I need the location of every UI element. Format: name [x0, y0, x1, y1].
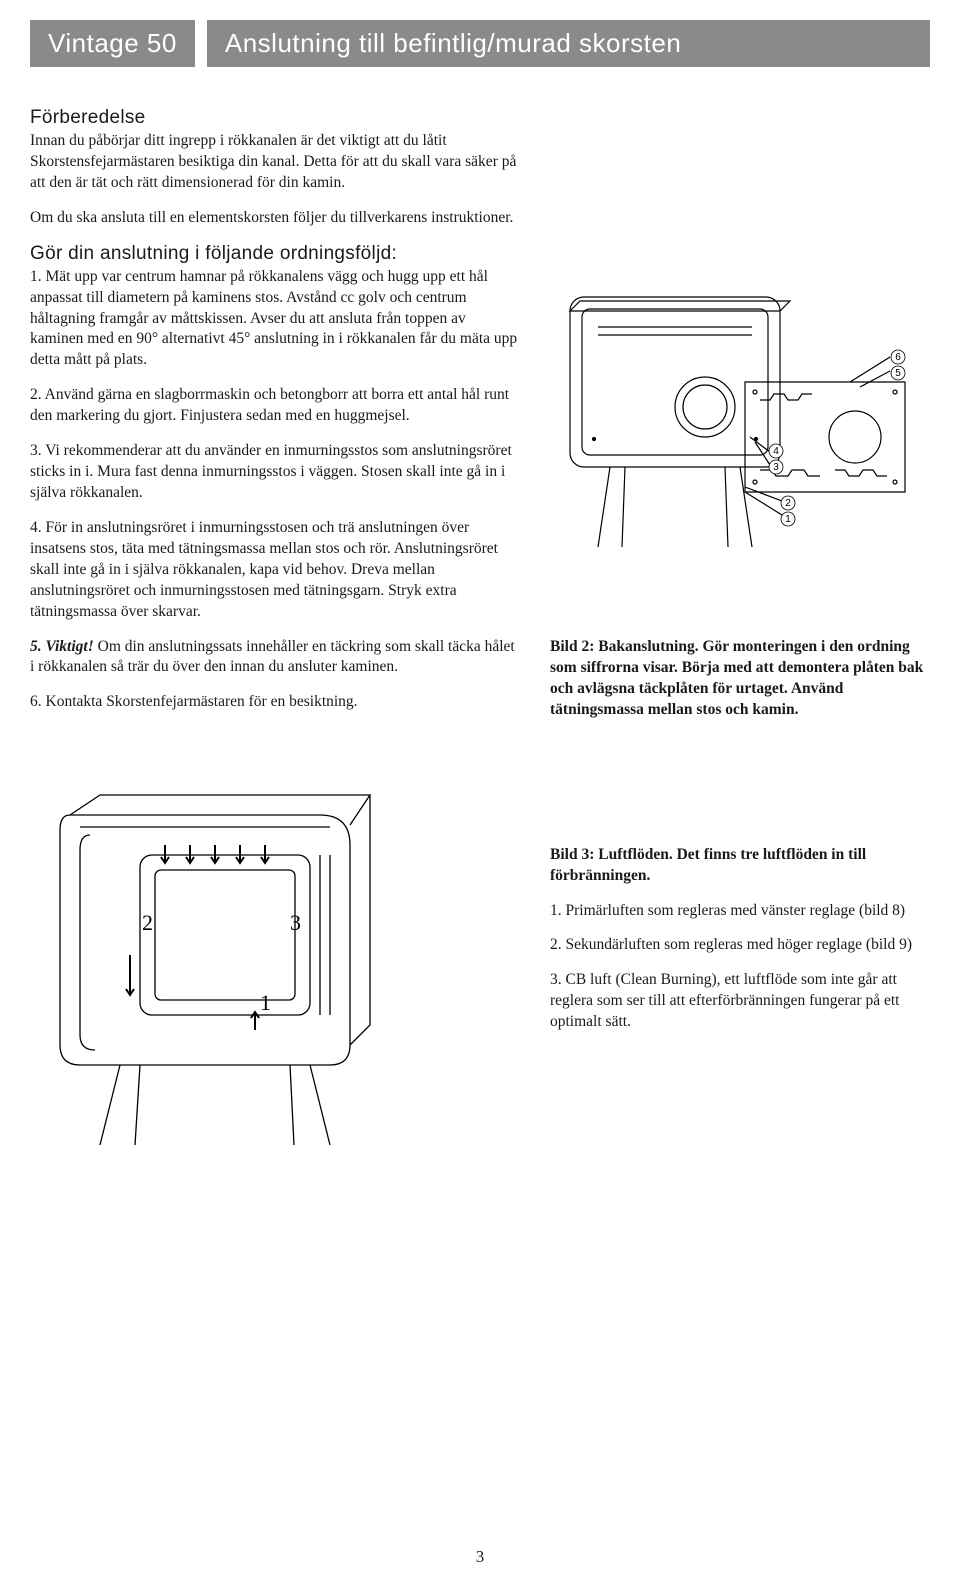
header-product: Vintage 50	[30, 20, 195, 67]
step-6: 6. Kontakta Skorstenfejarmästaren för en…	[30, 692, 520, 713]
step-5-text: Om din anslutningssats innehåller en täc…	[30, 638, 515, 676]
main-content: Förberedelse Innan du påbörjar ditt ingr…	[0, 67, 960, 735]
fig2-callout-6: 6	[895, 352, 901, 363]
prep-paragraph-2: Om du ska ansluta till en elementskorste…	[30, 208, 520, 229]
header-bar: Vintage 50 Anslutning till befintlig/mur…	[30, 20, 930, 67]
figure-3-container: 2 3 1	[30, 775, 520, 1175]
figure-3-item-3: 3. CB luft (Clean Burning), ett luftflöd…	[550, 970, 930, 1033]
figure-3-item-1: 1. Primärluften som regleras med vänster…	[550, 901, 930, 922]
figure-3-cutaway-diagram: 2 3 1	[30, 775, 500, 1175]
page-number: 3	[0, 1547, 960, 1567]
fig2-callout-2: 2	[785, 498, 791, 509]
prep-paragraph-1: Innan du påbörjar ditt ingrepp i rökkana…	[30, 131, 520, 194]
header-section-title: Anslutning till befintlig/murad skorsten	[207, 20, 930, 67]
fig2-callout-1: 1	[785, 514, 791, 525]
step-5: 5. Viktigt! Om din anslutningssats inneh…	[30, 637, 520, 679]
step-4: 4. För in anslutningsröret i inmurningss…	[30, 518, 520, 623]
fig3-label-1: 1	[260, 990, 271, 1015]
step-1: 1. Mät upp var centrum hamnar på rökkana…	[30, 267, 520, 372]
order-heading: Gör din anslutning i följande ordningsfö…	[30, 243, 520, 265]
prep-heading: Förberedelse	[30, 107, 520, 129]
fig2-callout-3: 3	[773, 462, 779, 473]
figure-3-text: Bild 3: Luftflöden. Det finns tre luftfl…	[550, 775, 930, 1175]
fig3-label-3: 3	[290, 910, 301, 935]
step-3: 3. Vi rekommenderar att du använder en i…	[30, 441, 520, 504]
bottom-row: 2 3 1 Bild 3: Luftflöden. Det finns tre …	[0, 735, 960, 1175]
fig2-callout-4: 4	[773, 446, 779, 457]
fig3-label-2: 2	[142, 910, 153, 935]
right-column: 1 2 3 4 5 6 Bild 2: Bakanslutning. Gör m…	[550, 107, 930, 735]
left-column: Förberedelse Innan du påbörjar ditt ingr…	[30, 107, 520, 735]
step-5-label: 5. Viktigt!	[30, 638, 94, 655]
figure-2-stove-diagram: 1 2 3 4 5 6	[550, 287, 920, 607]
step-2: 2. Använd gärna en slagborrmaskin och be…	[30, 385, 520, 427]
fig2-callout-5: 5	[895, 368, 901, 379]
figure-3-item-2: 2. Sekundärluften som regleras med höger…	[550, 935, 930, 956]
figure-2-caption: Bild 2: Bakanslutning. Gör monteringen i…	[550, 637, 930, 721]
figure-3-caption-title: Bild 3: Luftflöden. Det finns tre luftfl…	[550, 845, 930, 887]
